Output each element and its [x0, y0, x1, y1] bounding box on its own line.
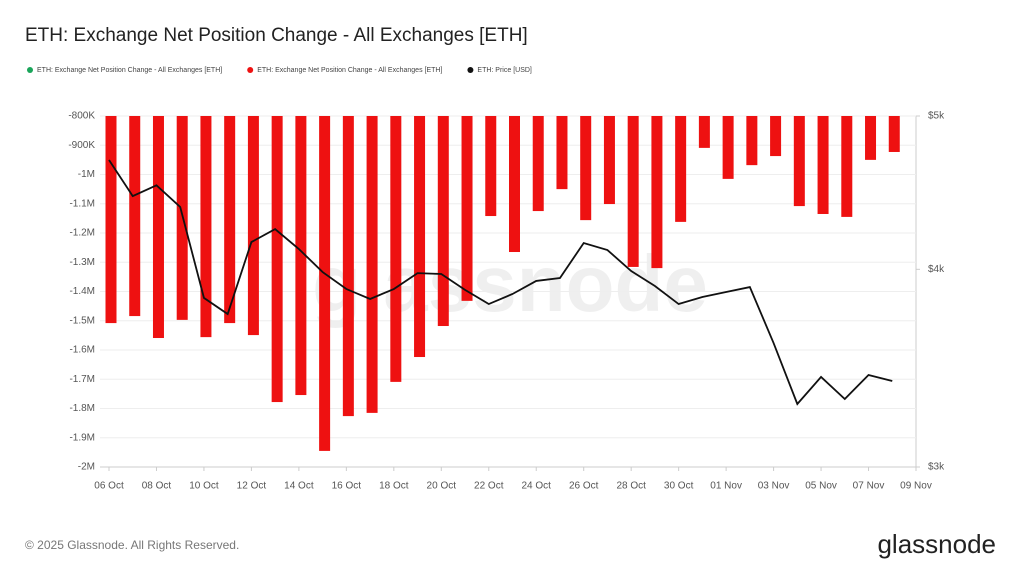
- x-tick-label: 09 Nov: [900, 481, 932, 492]
- y-tick-label: -1.4M: [69, 286, 95, 297]
- legend-marker: [247, 67, 254, 73]
- bar: [841, 116, 853, 217]
- y2-tick-label: $4k: [928, 264, 945, 275]
- x-tick-label: 20 Oct: [427, 481, 457, 492]
- bar: [152, 116, 164, 339]
- legend-marker: [467, 67, 474, 73]
- bar: [627, 116, 639, 267]
- bar: [817, 116, 829, 214]
- bar: [366, 116, 378, 413]
- bar: [651, 116, 663, 269]
- bar: [603, 116, 615, 205]
- bar: [342, 116, 354, 417]
- bar: [271, 116, 283, 403]
- bar: [698, 116, 710, 148]
- bar: [509, 116, 520, 253]
- x-tick-label: 30 Oct: [664, 481, 694, 492]
- bar: [675, 116, 687, 222]
- y-tick-label: -1.8M: [69, 403, 95, 414]
- y2-tick-label: $3k: [928, 462, 945, 473]
- x-tick-label: 18 Oct: [379, 481, 409, 492]
- bar: [865, 116, 877, 160]
- bar: [319, 116, 331, 451]
- y-tick-label: -1.9M: [69, 432, 95, 443]
- legend-label: ETH: Price [USD]: [477, 67, 532, 74]
- x-tick-label: 28 Oct: [616, 481, 646, 492]
- bar: [414, 116, 426, 358]
- y-tick-label: -1.5M: [69, 315, 95, 326]
- x-tick-label: 10 Oct: [189, 481, 219, 492]
- y-tick-label: -1.6M: [69, 345, 95, 356]
- bar: [390, 116, 402, 382]
- bar: [485, 116, 497, 217]
- x-tick-label: 12 Oct: [237, 481, 267, 492]
- y-tick-label: -800K: [68, 111, 95, 122]
- bar: [461, 116, 473, 301]
- y-tick-label: -2M: [78, 462, 95, 473]
- x-tick-label: 26 Oct: [569, 481, 599, 492]
- y-tick-label: -900K: [68, 140, 95, 151]
- x-tick-label: 16 Oct: [332, 481, 362, 492]
- legend-label: ETH: Exchange Net Position Change - All …: [37, 67, 222, 74]
- chart-title: ETH: Exchange Net Position Change - All …: [25, 25, 528, 46]
- x-tick-label: 01 Nov: [710, 481, 742, 492]
- bar: [793, 116, 805, 207]
- x-tick-label: 07 Nov: [853, 481, 885, 492]
- bar: [746, 116, 758, 166]
- x-tick-label: 05 Nov: [805, 481, 837, 492]
- bar: [224, 116, 236, 324]
- logo: glassnode: [877, 529, 996, 559]
- x-tick-label: 14 Oct: [284, 481, 314, 492]
- y-tick-label: -1.3M: [69, 257, 95, 268]
- y-tick-label: -1.2M: [69, 228, 95, 239]
- y2-tick-label: $5k: [928, 111, 945, 122]
- bar: [247, 116, 259, 336]
- bar: [888, 116, 900, 152]
- x-tick-label: 08 Oct: [142, 481, 172, 492]
- bar: [722, 116, 734, 179]
- bar: [532, 116, 544, 212]
- bar: [295, 116, 307, 396]
- legend-marker: [27, 67, 33, 73]
- watermark: glassnode: [312, 239, 708, 328]
- price-line: [108, 159, 893, 406]
- y-tick-label: -1.7M: [69, 374, 95, 385]
- x-tick-label: 06 Oct: [94, 481, 124, 492]
- legend-label: ETH: Exchange Net Position Change - All …: [257, 67, 442, 74]
- y-tick-label: -1M: [78, 169, 95, 180]
- bar: [556, 116, 568, 190]
- bar: [200, 116, 212, 338]
- x-tick-label: 24 Oct: [522, 481, 552, 492]
- bar: [129, 116, 141, 317]
- x-tick-label: 03 Nov: [758, 481, 790, 492]
- bar: [580, 116, 592, 221]
- bar: [770, 116, 782, 157]
- x-tick-label: 22 Oct: [474, 481, 504, 492]
- bar: [437, 116, 449, 327]
- bar: [105, 116, 117, 324]
- y-tick-label: -1.1M: [69, 198, 95, 209]
- footer: © 2025 Glassnode. All Rights Reserved.: [25, 538, 239, 552]
